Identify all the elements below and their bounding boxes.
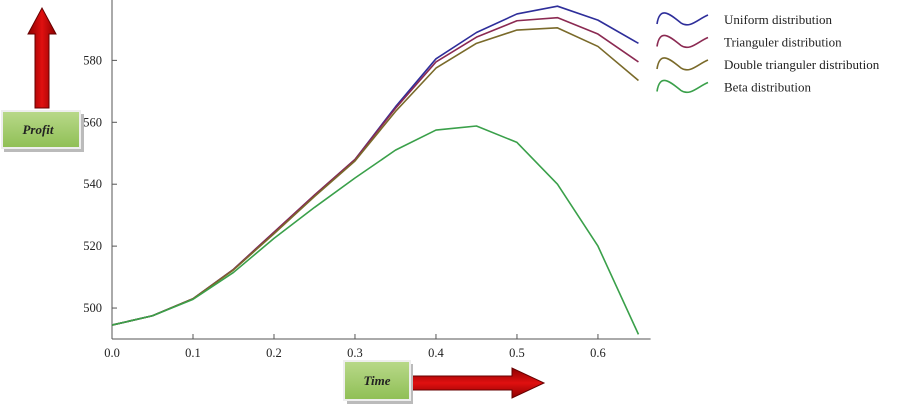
x-tick-label: 0.6 <box>590 346 606 360</box>
legend-label: Uniform distribution <box>724 12 832 27</box>
x-tick-label: 0.4 <box>428 346 444 360</box>
legend: Uniform distribution Trianguler distribut… <box>656 12 880 95</box>
legend-swatch <box>656 79 709 94</box>
x-label-box <box>343 360 411 401</box>
legend-label: Beta distribution <box>724 80 812 95</box>
y-arrow <box>27 6 57 109</box>
y-tick-label: 580 <box>83 53 102 67</box>
x-tick-label: 0.0 <box>104 346 120 360</box>
x-tick-label: 0.3 <box>347 346 363 360</box>
legend-swatch <box>656 57 709 71</box>
series-line <box>111 27 639 326</box>
series-line <box>111 16 639 326</box>
legend-label: Trianguler distribution <box>724 35 842 50</box>
x-tick-label: 0.1 <box>185 346 201 360</box>
x-tick-label: 0.2 <box>266 346 282 360</box>
y-tick-label: 560 <box>83 115 102 129</box>
x-arrow <box>407 367 546 399</box>
plot-area: 0.0 0.1 0.2 0.3 0.4 0.5 0.6 500 520 540 560 580 <box>83 0 651 360</box>
y-label: Profit <box>22 122 53 137</box>
legend-swatch <box>656 12 709 26</box>
y-tick-label: 520 <box>83 239 102 253</box>
y-tick-label: 540 <box>83 177 102 191</box>
legend-swatch <box>656 34 709 49</box>
legend-label: Double trianguler distribution <box>724 57 880 72</box>
x-tick-label: 0.5 <box>509 346 525 360</box>
x-label: Time <box>364 373 391 388</box>
series-line <box>111 5 639 326</box>
y-tick-label: 500 <box>83 301 102 315</box>
series-line <box>111 125 640 335</box>
y-label-box <box>1 110 81 149</box>
